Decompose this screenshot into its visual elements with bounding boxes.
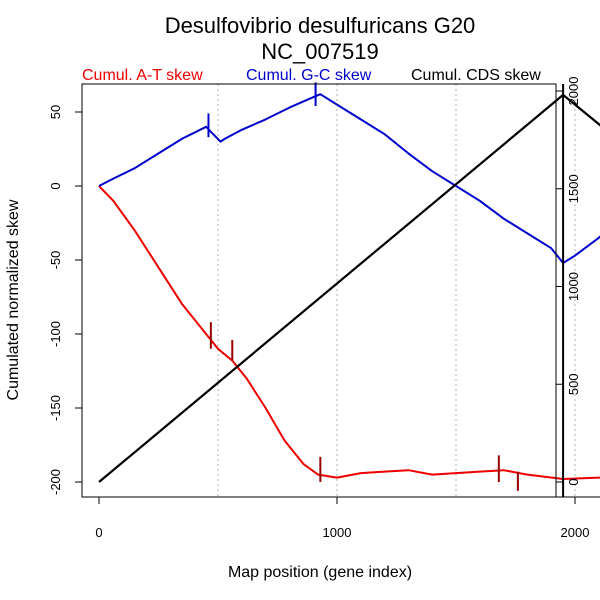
series-line-2	[98, 93, 600, 483]
plot-area	[98, 82, 600, 497]
y-tick-label-2: -100	[48, 321, 63, 347]
y2-tick-label-2: 1000	[566, 272, 581, 301]
x-tick-label-1: 1000	[323, 525, 352, 540]
legend-at-skew: Cumul. A-T skew	[82, 67, 203, 84]
y-tick-label-4: 0	[48, 182, 63, 189]
chart-subtitle: NC_007519	[261, 39, 378, 64]
y-tick-label-5: 50	[48, 105, 63, 119]
series-line-0	[98, 185, 600, 480]
x-axis-label: Map position (gene index)	[228, 564, 412, 581]
y-axis-label: Cumulated normalized skew	[5, 199, 22, 400]
plot-frame	[81, 83, 557, 498]
axes: 0100020003000-200-150-100-50050050010001…	[48, 77, 600, 540]
legend-cds-skew: Cumul. CDS skew	[411, 67, 541, 84]
y-tick-label-0: -200	[48, 469, 63, 495]
x-tick-label-2: 2000	[561, 525, 590, 540]
grid	[217, 84, 576, 497]
y2-tick-label-3: 1500	[566, 174, 581, 203]
chart-title: Desulfovibrio desulfuricans G20	[165, 13, 476, 38]
x-tick-label-0: 0	[95, 525, 102, 540]
y2-tick-label-0: 0	[566, 478, 581, 485]
y2-tick-label-1: 500	[566, 373, 581, 395]
series-line-1	[98, 93, 600, 264]
legend-gc-skew: Cumul. G-C skew	[246, 67, 372, 84]
y2-tick-label-4: 2000	[566, 77, 581, 106]
y-tick-label-3: -50	[48, 251, 63, 270]
y-tick-label-1: -150	[48, 395, 63, 421]
